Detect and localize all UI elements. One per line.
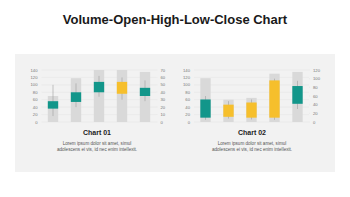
y-tick-label: 140 [31,68,39,73]
caption: Lorem ipsum dolor sit amet, simul [218,141,287,146]
y2-tick-label: 20 [313,111,318,116]
y-tick-label: 140 [183,68,191,73]
caption: adolescens ei vis, id nec enim intellexi… [57,147,137,152]
y-tick-label: 100 [183,82,191,87]
volume-bar [246,98,256,122]
y2-tick [157,107,158,108]
y2-tick-label: 20 [161,105,166,110]
y-tick-label: 80 [185,90,190,95]
volume-bar [200,78,210,122]
y2-tick [157,70,158,71]
y2-tick-label: 10 [161,112,166,117]
y2-tick-label: 120 [313,68,321,73]
y2-tick [157,92,158,93]
y2-tick-label: 50 [161,82,166,87]
candle-box [223,105,233,117]
y2-tick-label: 70 [161,68,166,73]
y2-tick-label: 80 [313,85,318,90]
page: Volume-Open-High-Low-Close Chart 0 20 40 60 8… [0,0,350,197]
y-tick-label: 60 [185,97,190,102]
y2-tick [309,70,310,71]
marks [200,72,302,122]
y2-tick [157,77,158,78]
volume-bar [117,70,127,122]
y2-tick [309,87,310,88]
y-tick-label: 80 [33,90,38,95]
y2-tick-label: 60 [313,94,318,99]
y2-tick-label: 40 [313,102,318,107]
candle-box [269,80,279,117]
volume-bar [71,78,81,122]
y-tick-label: 60 [33,97,38,102]
volume-bar [140,72,150,122]
grid-line [194,77,309,78]
grid-line [194,84,309,85]
high-low-line [53,85,54,116]
y-tick-label: 40 [185,105,190,110]
y2-tick-label: 30 [161,97,166,102]
y2-tick-label: 100 [313,76,321,81]
chart: 0 20 40 60 80 100 120 140 0 20 40 60 80 100 120 Chart 0… [183,68,321,153]
candle-box [140,88,150,96]
y-tick-label: 100 [31,82,39,87]
panel [15,54,335,172]
volume-bar [94,70,104,122]
y2-tick [157,114,158,115]
candle-box [48,101,58,108]
marks [48,70,150,122]
candle-box [117,82,127,94]
y2-tick [157,99,158,100]
volume-bar [269,74,279,122]
volume-bar [223,100,233,122]
candle-box [71,92,81,102]
y2-tick [309,96,310,97]
y2-tick-label: 40 [161,90,166,95]
y2-tick [309,78,310,79]
chart-title: Chart 02 [238,129,266,136]
chart-title: Chart 01 [83,129,111,136]
chart: 0 20 40 60 80 100 120 140 0 10 20 30 40 50 60 70 Chart 0… [31,68,166,153]
caption: adolescens ei vis, id nec enim intellexi… [212,147,292,152]
y2-tick [157,84,158,85]
volume-bar [292,72,302,122]
y-tick-label: 120 [183,75,191,80]
y-tick-label: 20 [185,112,190,117]
caption: Lorem ipsum dolor sit amet, simul [63,141,132,146]
grid-line [194,92,309,93]
y2-tick-label: 0 [161,120,164,125]
y-tick-label: 40 [33,105,38,110]
grid-line [194,70,309,71]
candle-box [94,82,104,92]
page-title: Volume-Open-High-Low-Close Chart [63,12,288,27]
y2-tick [309,104,310,105]
candle-box [292,86,302,104]
y-tick-label: 0 [188,120,191,125]
candle-box [246,103,256,118]
y-tick-label: 20 [33,112,38,117]
candle-box [200,99,210,117]
y2-tick [309,113,310,114]
y2-tick-label: 60 [161,75,166,80]
y2-tick [309,122,310,123]
y-tick-label: 120 [31,75,39,80]
y-tick-label: 0 [35,120,38,125]
y2-tick [157,122,158,123]
y2-tick-label: 0 [313,120,316,125]
